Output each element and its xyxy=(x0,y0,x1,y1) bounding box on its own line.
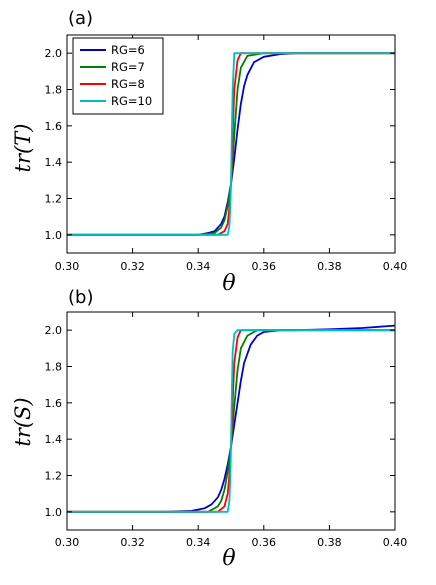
panel-a-series-group xyxy=(67,52,395,236)
panel-a-x-tick-label: 0.36 xyxy=(252,260,277,273)
panel-b-label: (b) xyxy=(68,287,93,308)
panel-b-y-tick-label: 2.0 xyxy=(45,324,63,337)
panel-a-x-tick-label: 0.38 xyxy=(317,260,342,273)
panel-b-x-tick-label: 0.32 xyxy=(120,536,145,549)
panel-b-x-tick-label: 0.36 xyxy=(252,536,277,549)
panel-a-y-tick-label: 1.6 xyxy=(45,120,63,133)
panel-a-x-tick-label: 0.34 xyxy=(186,260,211,273)
panel-a-y-tick-label: 1.2 xyxy=(45,193,63,206)
panel-b-y-axis-label: tr(S) xyxy=(11,397,35,446)
panel-a-y-tick-label: 2.0 xyxy=(45,47,63,60)
panel-b-y-tick-label: 1.4 xyxy=(45,433,63,446)
panel-a-series-rg10 xyxy=(67,52,395,236)
panel-b-x-tick-label: 0.30 xyxy=(55,536,80,549)
panel-a-label: (a) xyxy=(68,8,93,29)
legend-entry-rg6: RG=6 xyxy=(111,43,145,57)
panel-b-x-tick-label: 0.34 xyxy=(186,536,211,549)
legend-entry-rg10: RG=10 xyxy=(111,94,152,108)
panel-a-x-tick-label: 0.30 xyxy=(55,260,80,273)
panel-b-x-tick-label: 0.38 xyxy=(317,536,342,549)
panel-b-y-tick-label: 1.0 xyxy=(45,506,63,519)
panel-b-frame xyxy=(66,311,396,531)
panel-b-y-tick-label: 1.6 xyxy=(45,397,63,410)
legend: RG=6 RG=7 RG=8 RG=10 xyxy=(72,37,164,115)
panel-b-y-tick-label: 1.2 xyxy=(45,470,63,483)
panel-a-x-axis-label: θ xyxy=(222,271,235,296)
panel-a-frame xyxy=(66,34,396,254)
panel-b-y-tick-label: 1.8 xyxy=(45,361,63,374)
panel-a-x-tick-label: 0.40 xyxy=(383,260,408,273)
legend-entry-rg7: RG=7 xyxy=(111,60,145,74)
panel-a-y-tick-label: 1.0 xyxy=(45,229,63,242)
panel-b: (b) tr(S) θ 0.30 0.32 0.34 0.36 0.38 0.40 1.0 1… xyxy=(11,287,407,571)
panel-a: (a) tr(T) θ 0.30 0.32 0.34 0.36 0.38 0.40 1.0 1… xyxy=(11,8,407,296)
panel-a-y-tick-label: 1.8 xyxy=(45,84,63,97)
panel-b-x-axis-label: θ xyxy=(222,546,235,571)
panel-b-series-group xyxy=(67,324,395,513)
panel-b-plot-area: 0.30 0.32 0.34 0.36 0.38 0.40 1.0 1.2 1.4 1.6 1.8 2… xyxy=(45,311,408,549)
panel-a-y-axis-label: tr(T) xyxy=(11,124,35,173)
panel-a-plot-area: 0.30 0.32 0.34 0.36 0.38 0.40 1.0 1.2 1.4 1.6 1.8 2… xyxy=(45,34,408,273)
panel-a-y-tick-label: 1.4 xyxy=(45,156,63,169)
legend-entry-rg8: RG=8 xyxy=(111,77,145,91)
panel-a-x-tick-label: 0.32 xyxy=(120,260,145,273)
panel-b-x-tick-label: 0.40 xyxy=(383,536,408,549)
panel-b-series-rg10 xyxy=(67,329,395,513)
